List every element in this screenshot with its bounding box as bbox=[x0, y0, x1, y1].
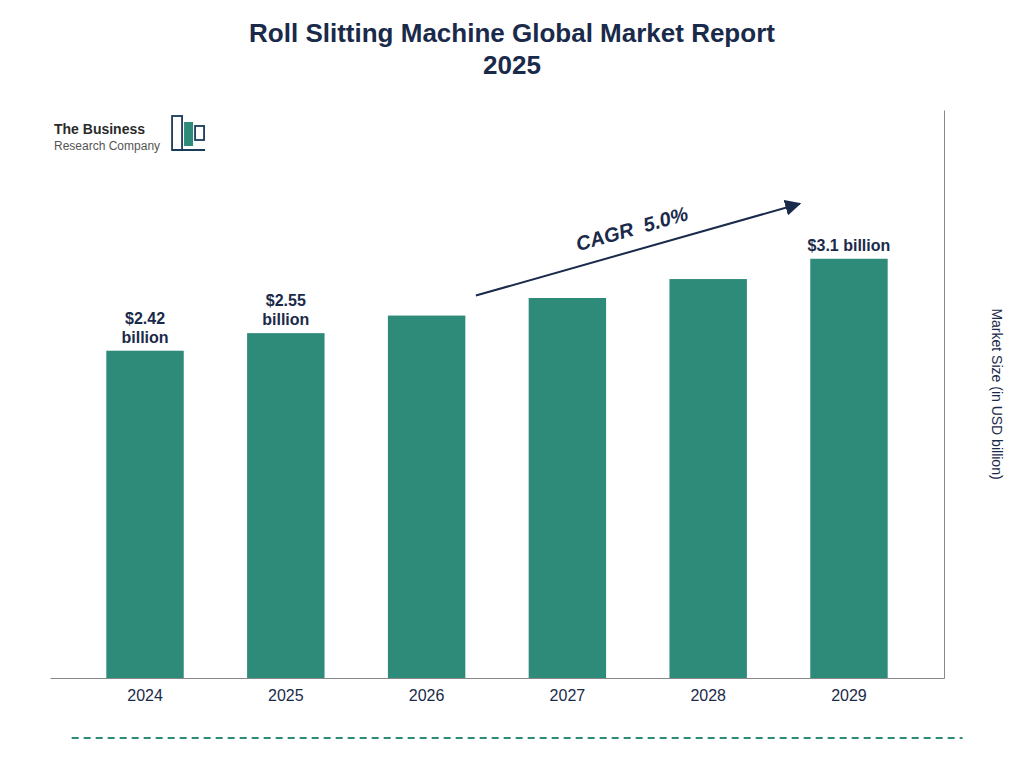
x-tick: 2028 bbox=[690, 687, 726, 704]
logo-text: The Business bbox=[54, 121, 145, 137]
bars bbox=[106, 259, 887, 678]
logo-icon-bar bbox=[172, 116, 182, 150]
title-line: Roll Slitting Machine Global Market Repo… bbox=[249, 18, 775, 48]
x-tick: 2024 bbox=[127, 687, 163, 704]
logo-icon-bar bbox=[184, 122, 193, 146]
bar-annotation-line: $2.42 bbox=[125, 310, 165, 327]
y-axis-line bbox=[944, 111, 945, 679]
bar-annotation: $2.55 billion bbox=[262, 292, 309, 328]
x-tick-label: 2026 bbox=[409, 687, 445, 704]
logo-icon-baseline bbox=[172, 149, 205, 151]
bar-annotation: $3.1 billion bbox=[808, 237, 891, 254]
x-tick-label: 2028 bbox=[690, 687, 726, 704]
x-tick: 2027 bbox=[550, 687, 586, 704]
x-tick: 2025 bbox=[268, 687, 304, 704]
bar bbox=[529, 298, 606, 678]
bar bbox=[247, 333, 324, 678]
x-tick: 2029 bbox=[831, 687, 867, 704]
x-tick-label: 2024 bbox=[127, 687, 163, 704]
bar bbox=[669, 279, 746, 678]
chart: Roll Slitting Machine Global Market Repo… bbox=[0, 0, 1024, 768]
bar-annotation-line: $2.55 bbox=[266, 292, 306, 309]
bar-annotation-line: $3.1 billion bbox=[808, 237, 891, 254]
y-axis bbox=[944, 111, 945, 679]
x-tick-label: 2027 bbox=[550, 687, 586, 704]
bar bbox=[810, 259, 887, 678]
title-line: 2025 bbox=[483, 50, 541, 80]
logo-icon-bar bbox=[195, 126, 204, 140]
title: Roll Slitting Machine Global Market Repo… bbox=[249, 18, 775, 80]
y-axis-title: Market Size (in USD billion) bbox=[989, 308, 1005, 479]
annotations: $2.42 billion $2.55 billion $3.1 billion CAGR… bbox=[121, 202, 890, 345]
x-tick-label: 2025 bbox=[268, 687, 304, 704]
logo-icon bbox=[172, 116, 205, 150]
bar bbox=[106, 351, 183, 678]
border-line bbox=[72, 737, 963, 739]
cagr-label: CAGR 5.0% bbox=[573, 202, 690, 255]
x-axis-line bbox=[51, 678, 945, 679]
x-axis: 2024 2025 2026 2027 2028 2029 bbox=[51, 679, 945, 705]
x-tick-label: 2029 bbox=[831, 687, 867, 704]
x-tick: 2026 bbox=[409, 687, 445, 704]
bar-annotation: $2.42 billion bbox=[121, 310, 168, 346]
bar-annotation-line: billion bbox=[262, 311, 309, 328]
logo: The Business Research Company bbox=[54, 116, 205, 153]
logo-subtext: Research Company bbox=[54, 139, 160, 153]
bar-annotation-line: billion bbox=[121, 329, 168, 346]
bar bbox=[388, 316, 465, 678]
